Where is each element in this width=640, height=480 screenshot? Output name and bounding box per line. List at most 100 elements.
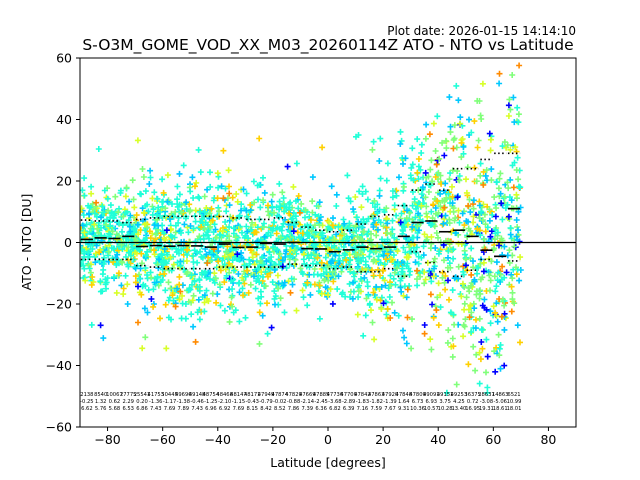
scatter-point-689: [198, 224, 205, 230]
scatter-point-2602: [318, 259, 325, 266]
scatter-point-2360: [485, 238, 492, 245]
scatter-point-467: [154, 261, 161, 268]
scatter-point-1735: [366, 300, 373, 307]
x-tick-label-8: 80: [540, 432, 556, 447]
scatter-point-2361: [477, 260, 484, 267]
scatter-point-2658: [150, 303, 157, 310]
scatter-point-549: [169, 201, 175, 207]
scatter-point-1094: [257, 300, 264, 307]
chart-title: S-O3M_GOME_VOD_XX_M03_20260114Z ATO - NT…: [82, 36, 573, 55]
scatter-point-2269: [471, 164, 478, 171]
scatter-point-2596: [387, 315, 394, 321]
scatter-point-1496: [330, 215, 336, 222]
scatter-point-64: [80, 257, 86, 264]
scatter-point-1647: [357, 275, 364, 282]
scatter-point-52: [88, 281, 95, 288]
scatter-point-631: [183, 206, 190, 212]
scatter-point-2609: [274, 224, 281, 231]
scatter-point-2521: [504, 179, 511, 186]
scatter-point-636: [183, 271, 190, 277]
scatter-point-942: [235, 226, 242, 233]
scatter-point-202: [108, 209, 115, 216]
scatter-point-2106: [444, 339, 451, 346]
scatter-point-2241: [468, 245, 475, 252]
scatter-point-1795: [381, 277, 388, 284]
bin-stat-mean-11: -1.15: [232, 399, 245, 405]
scatter-point-2143: [447, 264, 454, 271]
scatter-point-956: [233, 191, 240, 197]
scatter-point-1831: [382, 282, 389, 289]
x-tick-label-7: 60: [485, 432, 501, 447]
scatter-point-1110: [259, 254, 266, 261]
scatter-point-2676: [256, 135, 263, 142]
scatter-point-1816: [390, 252, 397, 259]
scatter-point-207: [105, 207, 112, 214]
scatter-point-1021: [251, 229, 258, 236]
scatter-point-2235: [456, 177, 463, 184]
scatter-point-2389: [481, 304, 488, 311]
scatter-point-2046: [431, 265, 437, 272]
scatter-point-190: [115, 270, 122, 277]
scatter-point-2646: [460, 150, 467, 157]
scatter-point-1759: [377, 272, 383, 279]
scatter-point-1031: [254, 245, 260, 252]
scatter-point-245: [118, 282, 125, 289]
scatter-point-2396: [479, 80, 486, 87]
scatter-point-882: [239, 285, 246, 292]
scatter-point-1822: [387, 249, 394, 256]
scatter-point-314: [127, 252, 134, 259]
scatter-point-2086: [437, 292, 444, 299]
scatter-point-840: [216, 208, 222, 215]
scatter-point-2266: [466, 288, 473, 295]
bin-stat-n-19: 47709: [340, 392, 357, 398]
scatter-point-2529: [505, 102, 512, 109]
scatter-point-2489: [510, 94, 517, 101]
scatter-point-1358: [308, 228, 315, 235]
scatter-point-1762: [383, 311, 390, 318]
scatter-point-629: [177, 258, 184, 265]
scatter-point-2325: [486, 217, 493, 224]
scatter-point-992: [243, 190, 250, 197]
scatter-point-1189: [274, 246, 281, 253]
scatter-point-62: [83, 221, 90, 228]
scatter-point-1662: [364, 196, 371, 203]
scatter-point-2224: [458, 139, 465, 146]
scatter-point-2593: [157, 315, 163, 322]
scatter-point-1995: [409, 223, 416, 230]
scatter-point-1772: [389, 299, 395, 306]
scatter-point-1064: [268, 198, 275, 205]
scatter-point-881: [229, 303, 236, 310]
scatter-point-2661: [162, 259, 169, 266]
scatter-point-637: [178, 315, 185, 322]
scatter-point-2374: [487, 233, 494, 240]
scatter-point-2218: [460, 144, 467, 150]
scatter-point-1740: [378, 306, 385, 312]
scatter-point-1553: [347, 198, 354, 205]
scatter-point-1619: [362, 188, 369, 195]
bin-stat-sd-5: 7.43: [150, 406, 162, 412]
scatter-point-1645: [358, 223, 365, 230]
scatter-point-155: [96, 249, 103, 256]
scatter-point-1035: [247, 202, 254, 208]
scatter-point-1712: [379, 251, 386, 258]
scatter-point-2581: [163, 345, 170, 352]
scatter-point-2023: [428, 278, 435, 285]
scatter-point-2604: [290, 183, 297, 190]
bin-stat-sd-7: 7.89: [178, 406, 190, 412]
scatter-point-1775: [380, 262, 387, 269]
scatter-point-1381: [316, 315, 323, 322]
scatter-point-2168: [455, 97, 462, 104]
scatter-point-2161: [449, 183, 455, 190]
scatter-point-1090: [260, 244, 267, 251]
bin-stat-mean-9: -1.25: [204, 399, 217, 405]
scatter-point-2434: [496, 175, 503, 182]
scatter-point-2234: [452, 215, 459, 222]
scatter-point-753: [201, 308, 208, 315]
scatter-point-600: [186, 238, 193, 245]
scatter-point-1318: [299, 287, 306, 294]
scatter-point-1944: [412, 259, 419, 266]
scatter-point-2257: [466, 314, 473, 321]
scatter-point-1666: [364, 283, 371, 290]
scatter-point-2652: [226, 233, 232, 240]
scatter-point-2377: [476, 315, 483, 322]
